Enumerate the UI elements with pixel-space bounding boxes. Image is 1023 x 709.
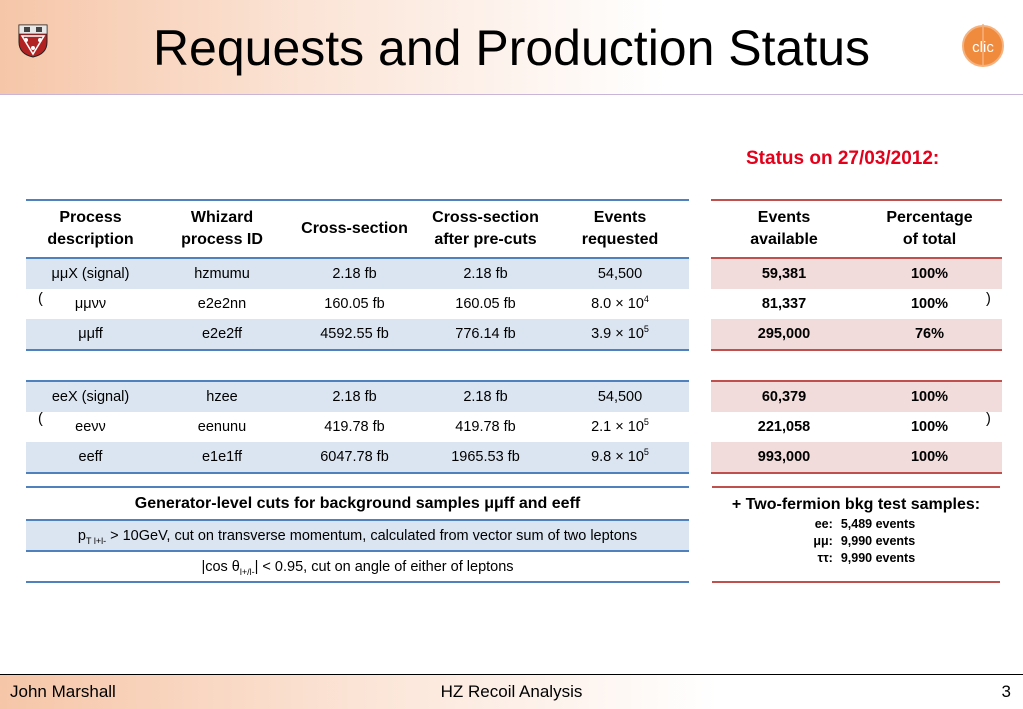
list-item: μμ: 9,990 events [813,534,916,548]
cell-events: 9.8 × 105 [551,442,689,473]
cell-process: μμνν [74,296,107,312]
cell-xsec-cut: 1965.53 fb [420,442,551,473]
cut-pt: pT l+l- > 10GeV, cut on transverse momen… [26,520,689,551]
slide-footer: John Marshall HZ Recoil Analysis 3 [0,674,1023,709]
spacer-row [26,350,689,381]
cell-id: e2e2nn [197,296,247,312]
cell-xsec: 6047.78 fb [289,442,420,473]
cell-xsec-cut: 776.14 fb [420,319,551,350]
cell-xsec-cut: 419.78 fb [455,419,516,435]
cell-id: e1e1ff [155,442,289,473]
col-cross-section-cut: Cross-section after pre-cuts [432,209,539,248]
paren-open: ( [38,291,43,307]
col-process-description: Process description [47,209,134,248]
status-table: Events available Percentage of total 59,38… [711,199,1002,474]
cell-id: eenunu [197,419,247,435]
cell-process: μμX (signal) [26,258,155,289]
cell-percentage: 100% [857,381,1002,412]
table-row: μμX (signal) hzmumu 2.18 fb 2.18 fb 54,5… [26,258,689,289]
requests-table: Process description Whizard process ID Cro… [26,199,689,474]
cuts-title: Generator-level cuts for background samp… [134,494,581,512]
clic-logo-icon: clic [962,24,1004,67]
table-row: 60,379 100% [711,381,1002,412]
cell-available: 81,337 [761,296,807,312]
paren-close: ) [986,411,991,427]
bkg-samples-title: + Two-fermion bkg test samples: [731,496,981,513]
cell-xsec: 2.18 fb [289,381,420,412]
table-row: eeνν eenunu 419.78 fb 419.78 fb 2.1 × 10… [26,412,689,442]
table-row: eeff e1e1ff 6047.78 fb 1965.53 fb 9.8 × … [26,442,689,473]
cell-xsec-cut: 160.05 fb [455,296,516,312]
table-header-row: Process description Whizard process ID Cro… [26,200,689,258]
col-events-available: Events available [750,209,818,248]
cell-available: 60,379 [711,381,857,412]
table-row: eeX (signal) hzee 2.18 fb 2.18 fb 54,500 [26,381,689,412]
cell-xsec-cut: 2.18 fb [420,381,551,412]
cell-xsec: 2.18 fb [289,258,420,289]
table-header-row: Events available Percentage of total [711,200,1002,258]
table-row: 221,058 100% [711,412,1002,442]
list-item: ττ: 9,990 events [817,551,916,565]
slide-header: Requests and Production Status clic [0,0,1023,95]
cell-events: 54,500 [551,381,689,412]
cell-events: 2.1 × 105 [591,417,649,435]
cell-events: 8.0 × 104 [591,294,649,312]
cell-process: μμff [26,319,155,350]
footer-talk-title: HZ Recoil Analysis [440,682,583,701]
cell-percentage: 100% [910,296,949,312]
table-row: pT l+l- > 10GeV, cut on transverse momen… [26,520,689,551]
col-whizard-id: Whizard process ID [181,209,263,248]
table-row: 59,381 100% [711,258,1002,289]
cell-events: 3.9 × 105 [551,319,689,350]
cuts-title-row: Generator-level cuts for background samp… [26,487,689,520]
university-crest-icon [18,24,48,58]
cuts-table: Generator-level cuts for background samp… [26,486,689,583]
cell-available: 295,000 [711,319,857,350]
cell-available: 221,058 [757,419,811,435]
paren-open: ( [38,411,43,427]
table-row: μμνν e2e2nn 160.05 fb 160.05 fb 8.0 × 10… [26,289,689,319]
bkg-samples-box: + Two-fermion bkg test samples: ee: 5,489… [712,486,1000,583]
cell-xsec-cut: 2.18 fb [420,258,551,289]
page-number: 3 [1001,682,1011,701]
clic-logo-text: clic [972,39,994,56]
cell-percentage: 100% [857,258,1002,289]
col-percentage: Percentage of total [886,209,973,248]
cell-process: eeνν [75,419,106,435]
cell-id: hzmumu [155,258,289,289]
cell-percentage: 100% [910,419,949,435]
col-cross-section: Cross-section [301,220,408,237]
cell-process: eeX (signal) [26,381,155,412]
cell-id: hzee [155,381,289,412]
status-date: Status on 27/03/2012: [746,148,940,169]
cell-available: 993,000 [711,442,857,473]
cell-process: eeff [26,442,155,473]
table-row: 81,337 100% [711,289,1002,319]
cell-xsec: 160.05 fb [324,296,385,312]
cell-events: 54,500 [551,258,689,289]
spacer-row [711,350,1002,381]
cell-xsec: 4592.55 fb [289,319,420,350]
cell-xsec: 419.78 fb [324,419,385,435]
table-row: 993,000 100% [711,442,1002,473]
table-row: |cos θl+/l-| < 0.95, cut on angle of eit… [26,551,689,582]
cell-percentage: 100% [857,442,1002,473]
col-events-requested: Events requested [581,209,659,248]
cell-id: e2e2ff [155,319,289,350]
page-title: Requests and Production Status [152,20,871,76]
footer-author: John Marshall [10,682,116,701]
table-row: 295,000 76% [711,319,1002,350]
cell-available: 59,381 [711,258,857,289]
cut-cos-theta: |cos θl+/l-| < 0.95, cut on angle of eit… [201,558,514,577]
paren-close: ) [986,291,991,307]
table-row: μμff e2e2ff 4592.55 fb 776.14 fb 3.9 × 1… [26,319,689,350]
list-item: ee: 5,489 events [814,517,916,531]
cell-percentage: 76% [857,319,1002,350]
